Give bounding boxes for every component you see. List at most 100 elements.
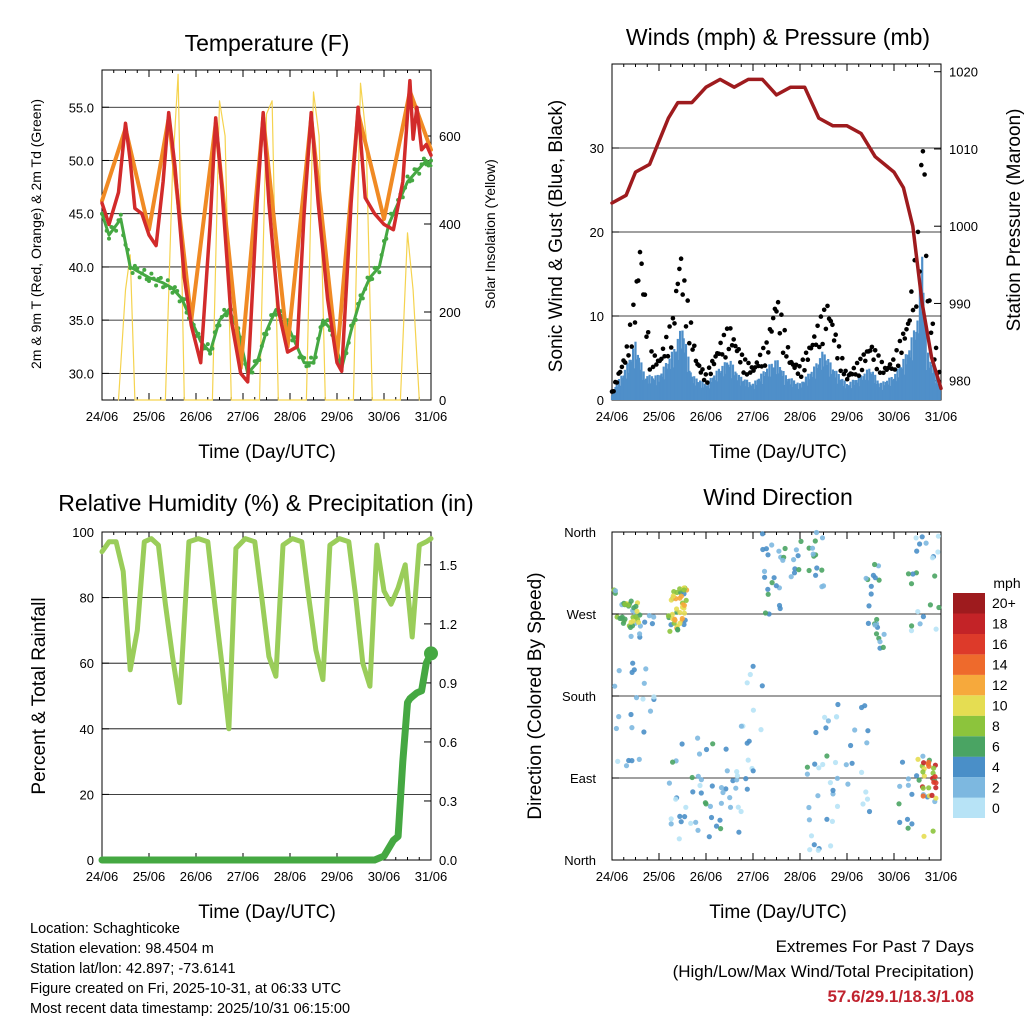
winds-title: Winds (mph) & Pressure (mb) bbox=[626, 24, 930, 50]
gust-point bbox=[849, 371, 855, 377]
gust-point bbox=[617, 369, 623, 375]
wind-direction-point bbox=[635, 619, 642, 625]
gust-point bbox=[805, 357, 811, 363]
humidity-y-tick-label: 80 bbox=[80, 591, 94, 606]
wind-direction-point bbox=[681, 587, 687, 593]
dewpoint-point bbox=[250, 370, 255, 375]
dewpoint-point bbox=[309, 355, 314, 360]
gust-point bbox=[764, 340, 769, 345]
wind-direction-point bbox=[612, 683, 618, 689]
colorbar-swatch bbox=[953, 736, 985, 757]
dewpoint-point bbox=[172, 285, 177, 290]
gust-point bbox=[920, 149, 926, 154]
wind-direction-point bbox=[792, 566, 798, 572]
wind-direction-point bbox=[917, 621, 923, 627]
wind-direction-point bbox=[782, 545, 788, 552]
gust-point bbox=[859, 367, 865, 373]
wind-direction-point bbox=[904, 816, 911, 822]
winds-x-tick-label: 31/06 bbox=[925, 409, 958, 424]
extremes-box: Extremes For Past 7 Days (High/Low/Max W… bbox=[673, 934, 974, 1009]
wind-direction-point bbox=[834, 775, 841, 781]
wind-direction-point bbox=[637, 631, 643, 637]
wind-direction-point bbox=[708, 814, 715, 821]
wind-direction-point bbox=[804, 771, 811, 777]
winds-x-tick-label: 29/06 bbox=[831, 409, 864, 424]
wind-direction-point bbox=[765, 586, 771, 592]
wind-direction-point bbox=[834, 803, 841, 810]
wind-direction-point bbox=[827, 780, 834, 786]
wind-direction-point bbox=[927, 602, 934, 608]
wind-direction-point bbox=[824, 816, 830, 822]
wind-direction-point bbox=[791, 570, 798, 576]
wind-direction-point bbox=[762, 610, 769, 616]
gust-point bbox=[721, 332, 727, 338]
wind-direction-point bbox=[819, 535, 826, 541]
gust-point bbox=[858, 356, 863, 362]
wind-direction-point bbox=[897, 783, 903, 789]
gust-point bbox=[624, 344, 630, 349]
gust-point bbox=[774, 309, 779, 314]
wind-direction-point bbox=[758, 727, 764, 733]
humidity-title: Relative Humidity (%) & Precipitation (i… bbox=[58, 490, 473, 516]
gust-point bbox=[622, 360, 628, 365]
dewpoint-point bbox=[400, 195, 405, 200]
gust-point bbox=[818, 314, 824, 319]
temperature-x-axis-label: Time (Day/UTC) bbox=[198, 442, 336, 463]
gust-point bbox=[872, 348, 878, 353]
temperature-left-axis-label: 2m & 9m T (Red, Orange) & 2m Td (Green) bbox=[28, 99, 44, 369]
dewpoint-point bbox=[147, 279, 151, 283]
gust-point bbox=[904, 327, 909, 332]
wind-direction-point bbox=[908, 628, 915, 634]
colorbar-label: 10 bbox=[992, 698, 1008, 714]
gust-point bbox=[813, 342, 819, 348]
dewpoint-point bbox=[325, 318, 330, 323]
wind-direction-point bbox=[695, 773, 701, 779]
colorbar-label: 12 bbox=[992, 677, 1008, 693]
gust-point bbox=[688, 320, 694, 325]
wind-direction-point bbox=[765, 591, 771, 597]
wind-direction-point bbox=[865, 728, 871, 734]
dewpoint-point bbox=[405, 174, 410, 179]
wind-direction-point bbox=[920, 614, 927, 620]
wind-direction-point bbox=[616, 714, 622, 720]
gust-point bbox=[627, 322, 633, 328]
dewpoint-point bbox=[128, 266, 133, 270]
wind-direction-point bbox=[852, 727, 858, 733]
winds-left-axis-label: Sonic Wind & Gust (Blue, Black) bbox=[546, 100, 567, 372]
winds-x-tick-label: 24/06 bbox=[596, 409, 629, 424]
gust-point bbox=[682, 278, 687, 283]
wind-direction-point bbox=[933, 795, 939, 801]
gust-point bbox=[777, 331, 783, 336]
wind-direction-point bbox=[642, 619, 648, 625]
dewpoint-point bbox=[107, 236, 111, 241]
humidity-x-tick-label: 26/06 bbox=[180, 869, 213, 884]
direction-y-tick-label: North bbox=[564, 525, 596, 540]
wind-direction-point bbox=[880, 644, 886, 651]
wind-direction-point bbox=[622, 601, 628, 607]
wind-direction-point bbox=[628, 711, 634, 718]
dewpoint-point bbox=[259, 344, 264, 349]
humidity-x-tick-label: 29/06 bbox=[321, 869, 354, 884]
wind-direction-point bbox=[820, 761, 826, 768]
temperature-x-tick-label: 28/06 bbox=[274, 409, 307, 424]
dewpoint-point bbox=[417, 171, 422, 176]
gust-point bbox=[667, 324, 672, 329]
colorbar-label: 4 bbox=[992, 759, 1000, 775]
wind-direction-point bbox=[649, 621, 656, 627]
wind-direction-point bbox=[637, 612, 643, 618]
winds-x-tick-label: 25/06 bbox=[643, 409, 676, 424]
wind-direction-point bbox=[798, 538, 804, 545]
wind-direction-point bbox=[859, 769, 865, 776]
dewpoint-point bbox=[177, 299, 182, 304]
wind-direction-point bbox=[877, 639, 883, 645]
gust-point bbox=[701, 377, 707, 383]
wind-direction-point bbox=[668, 816, 674, 822]
gust-point bbox=[728, 326, 733, 331]
gust-point bbox=[631, 302, 636, 308]
wind-direction-point bbox=[640, 696, 646, 702]
humidity-y2-tick-label: 0.6 bbox=[439, 735, 457, 750]
gust-point bbox=[854, 360, 860, 366]
wind-direction-point bbox=[863, 575, 869, 581]
wind-direction-point bbox=[736, 829, 742, 835]
winds-y2-tick-label: 980 bbox=[949, 374, 971, 389]
